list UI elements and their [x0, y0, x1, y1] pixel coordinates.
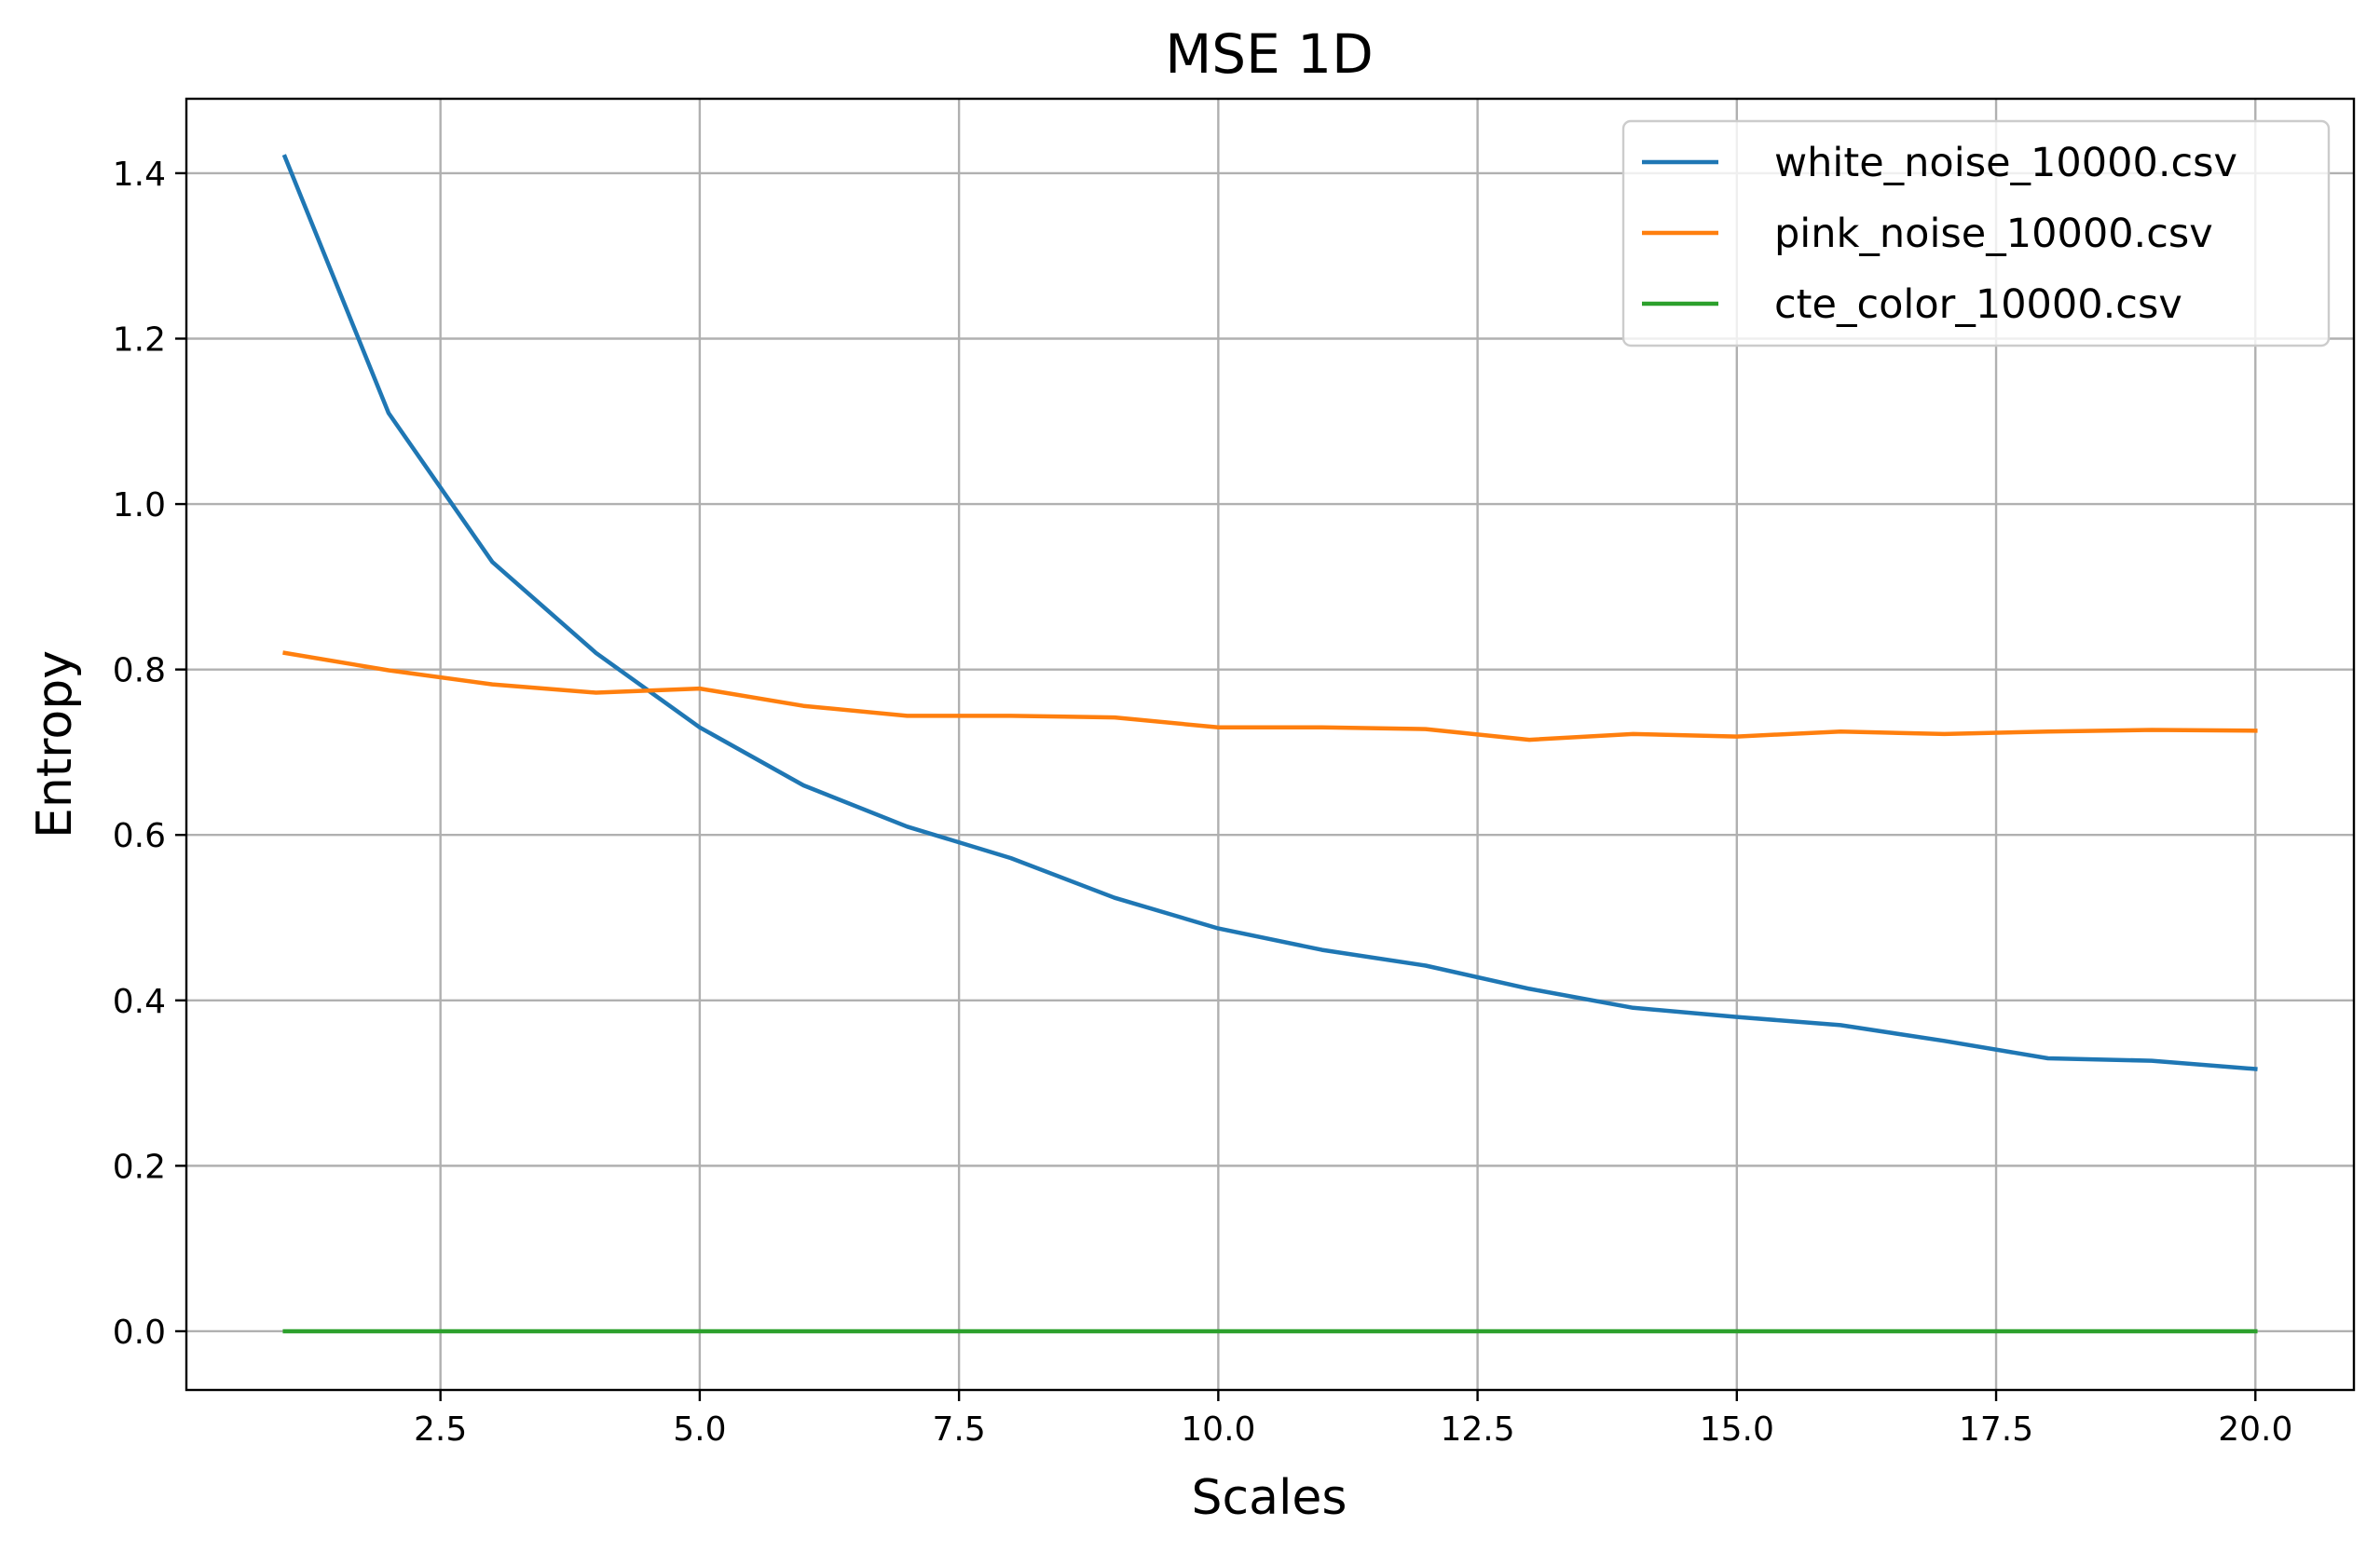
legend-box	[1621, 119, 2331, 347]
plot-lines	[281, 154, 2258, 1334]
axis-ticks: 2.5 5.0 7.5 10.0 12.5 15.0 17.5 20.0 0.0 0.2 0.4 0.…	[113, 156, 2293, 1449]
y-tick-label: 0.0	[113, 1314, 166, 1352]
chart-title: MSE 1D	[1165, 22, 1374, 86]
y-tick-label: 1.0	[113, 486, 166, 524]
legend: white_noise_10000.csv pink_noise_10000.cs…	[1621, 119, 2331, 347]
series-line-1	[281, 154, 2258, 1071]
x-tick-label: 10.0	[1181, 1410, 1255, 1449]
x-tick-label: 2.5	[414, 1410, 467, 1449]
plot-frame	[185, 97, 2356, 1392]
y-tick-label: 1.4	[113, 156, 166, 194]
x-tick-label: 15.0	[1700, 1410, 1774, 1449]
y-axis-label: Entropy	[27, 650, 83, 838]
y-tick-label: 0.8	[113, 652, 166, 690]
legend-label: white_noise_10000.csv	[1774, 140, 2237, 186]
x-axis-label: Scales	[1192, 1470, 1347, 1526]
y-tick-label: 0.4	[113, 983, 166, 1021]
x-tick-label: 20.0	[2218, 1410, 2292, 1449]
x-tick-label: 17.5	[1959, 1410, 2033, 1449]
y-tick-label: 1.2	[113, 320, 166, 359]
y-tick-label: 0.6	[113, 817, 166, 855]
x-tick-label: 12.5	[1441, 1410, 1515, 1449]
legend-label: pink_noise_10000.csv	[1774, 211, 2213, 257]
legend-label: cte_color_10000.csv	[1774, 281, 2182, 328]
x-tick-label: 7.5	[932, 1410, 985, 1449]
series-line-2	[282, 650, 2258, 742]
x-tick-label: 5.0	[673, 1410, 726, 1449]
y-tick-label: 0.2	[113, 1148, 166, 1186]
